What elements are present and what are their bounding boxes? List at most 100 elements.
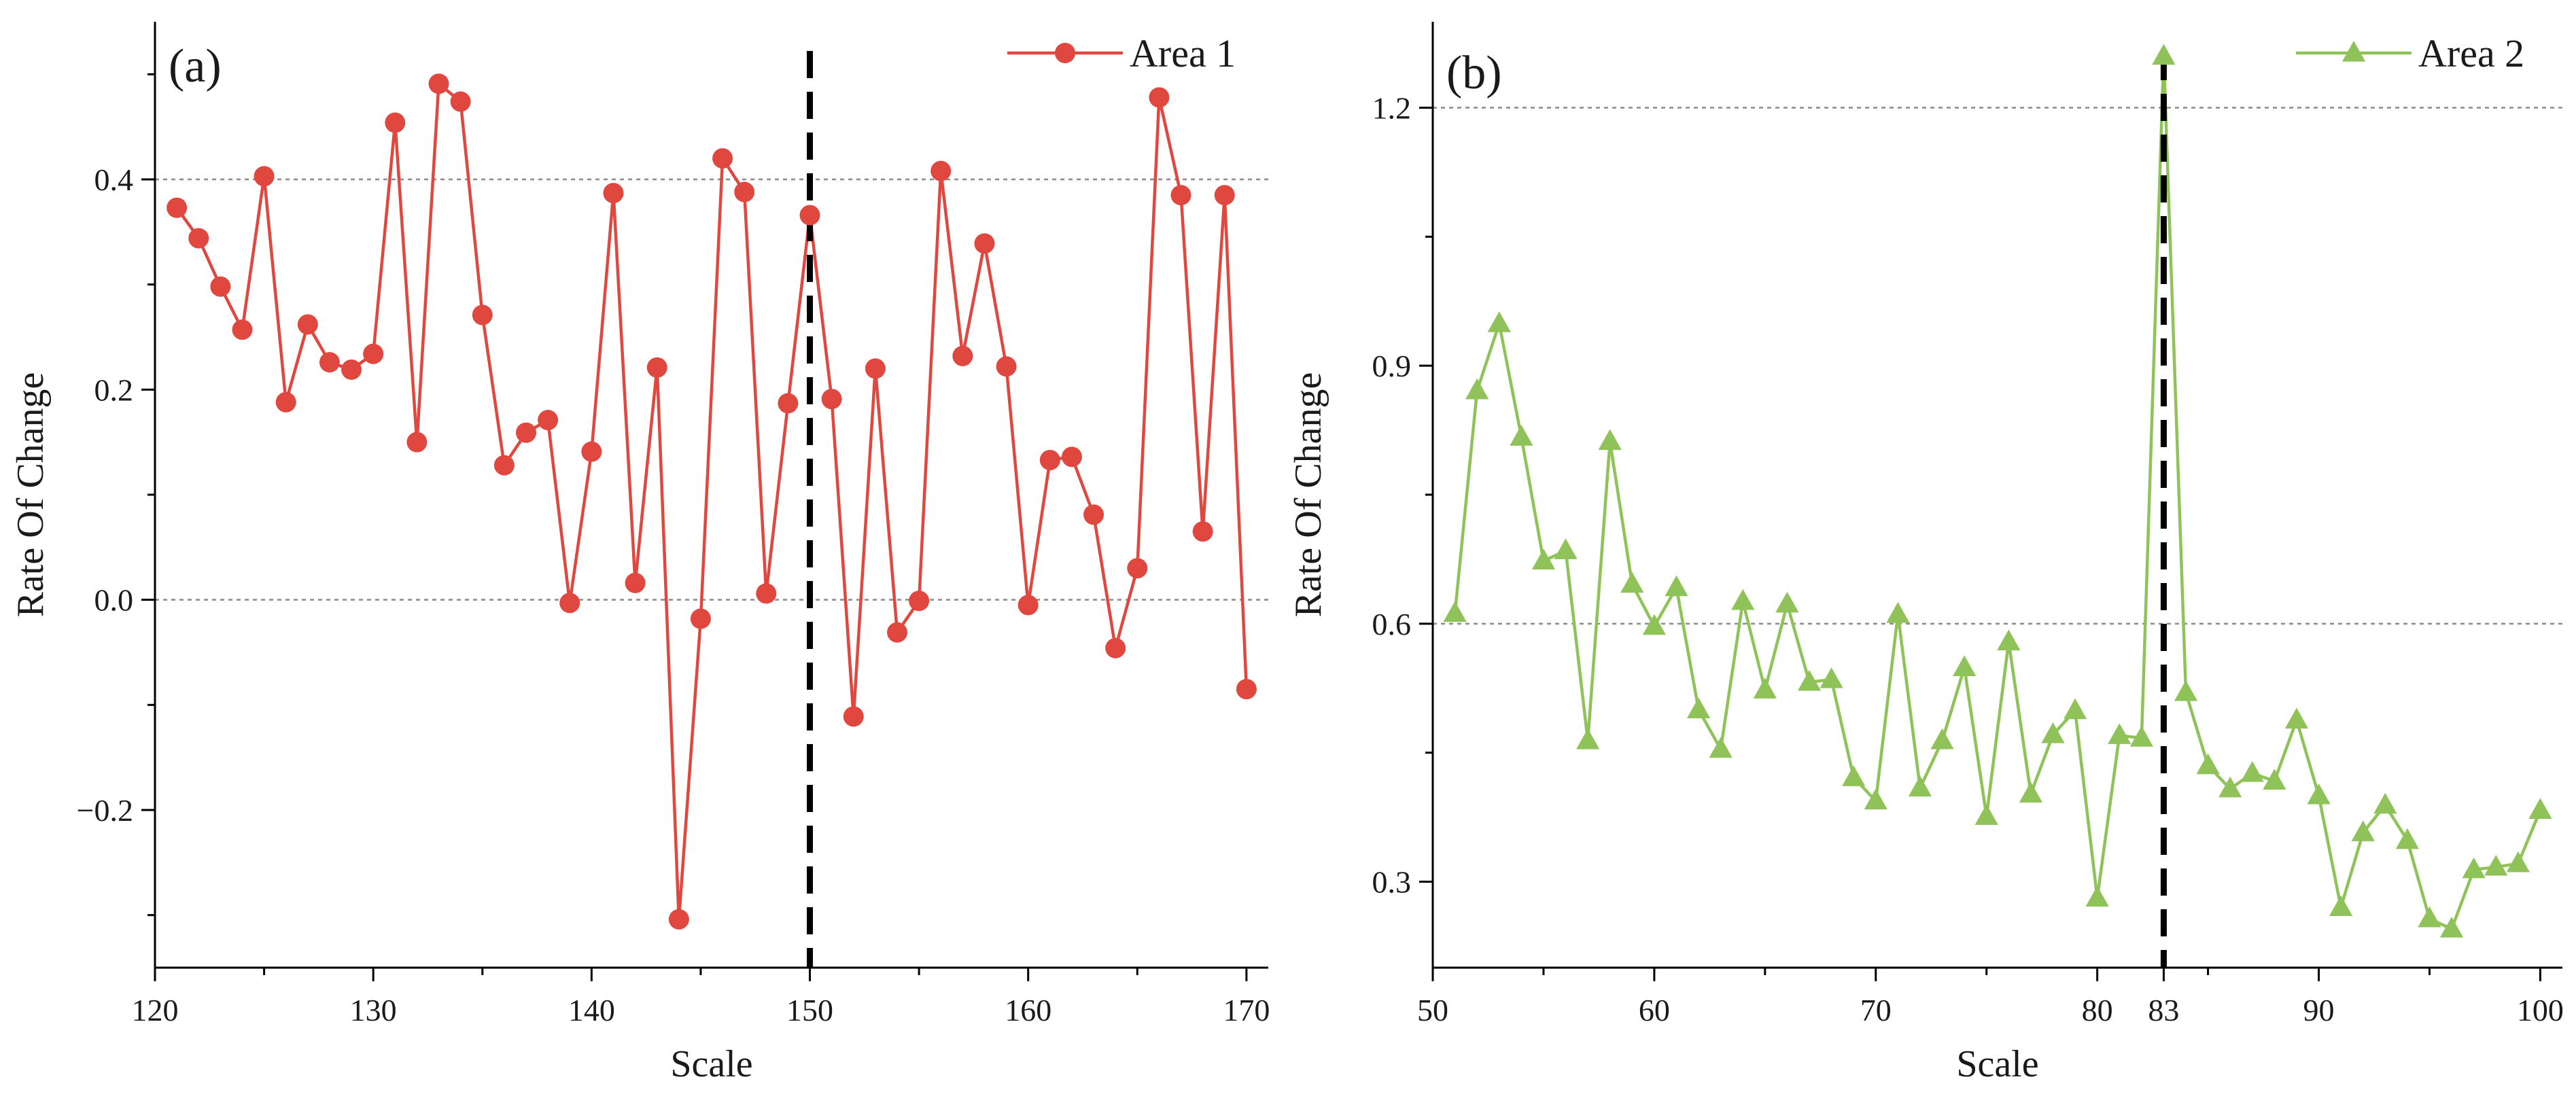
data-point: [1842, 765, 1866, 786]
x-tick-label: 83: [2148, 993, 2179, 1027]
data-point: [1620, 571, 1644, 593]
x-tick-label: 80: [2082, 993, 2113, 1027]
x-tick-label: 150: [786, 993, 833, 1027]
data-point: [2174, 680, 2198, 701]
legend-marker: [1055, 43, 1075, 63]
data-point: [1665, 575, 1688, 597]
series-line: [175, 82, 1249, 921]
data-point: [254, 166, 275, 187]
data-point: [843, 706, 864, 727]
x-tick-label: 100: [2517, 993, 2564, 1027]
legend-label: Area 2: [2418, 31, 2524, 75]
data-point: [167, 197, 188, 218]
y-tick-label: 0.4: [94, 162, 134, 197]
data-point: [821, 389, 842, 410]
data-point: [2329, 895, 2353, 917]
data-point: [1236, 679, 1257, 700]
data-point: [1974, 804, 1998, 825]
data-point: [1686, 697, 1711, 718]
data-point: [778, 393, 799, 414]
data-point: [2218, 776, 2242, 798]
data-point: [2240, 761, 2264, 782]
data-point: [1017, 595, 1039, 616]
data-point: [428, 73, 449, 94]
data-point: [275, 391, 296, 412]
data-point: [1775, 591, 1799, 613]
x-tick-label: 120: [132, 993, 179, 1027]
data-point: [909, 591, 930, 612]
x-tick-label: 60: [1639, 993, 1670, 1027]
y-tick-label: 0.3: [1372, 864, 1412, 899]
legend-marker: [2342, 41, 2366, 62]
data-point: [210, 276, 231, 297]
y-axis-title: Rate Of Change: [1287, 372, 1329, 618]
data-point: [385, 112, 406, 133]
data-point: [538, 410, 559, 431]
data-point: [865, 358, 886, 379]
data-point: [1797, 669, 1822, 691]
data-point: [1192, 521, 1213, 542]
data-point: [712, 148, 733, 169]
data-point: [2506, 851, 2530, 873]
data-point: [690, 608, 711, 629]
data-point: [450, 91, 471, 112]
data-point: [559, 593, 580, 614]
data-point: [493, 455, 515, 476]
data-point: [734, 181, 755, 203]
legend-label: Area 1: [1130, 31, 1236, 75]
data-point: [2351, 820, 2375, 841]
data-point: [1753, 677, 1777, 699]
data-point: [1953, 655, 1977, 676]
data-point: [1908, 775, 1932, 797]
data-point: [603, 183, 624, 204]
data-point: [1443, 601, 1467, 622]
data-point: [1487, 311, 1511, 332]
data-point: [297, 314, 318, 335]
data-point: [2129, 726, 2153, 747]
data-point: [406, 432, 428, 453]
data-point: [472, 304, 493, 325]
data-point: [646, 357, 667, 378]
y-tick-label: −0.2: [77, 793, 133, 828]
data-point: [668, 909, 689, 930]
data-point: [2484, 854, 2508, 876]
chart-panel-a: −0.2 0.0 0.2 0.4 120 130 140 150 160 170 Scale Rate…: [10, 22, 1270, 1085]
data-point: [887, 622, 907, 643]
data-point: [2395, 828, 2419, 849]
data-point: [1149, 87, 1170, 108]
data-point: [188, 228, 209, 249]
data-point: [341, 359, 362, 380]
data-point: [799, 205, 820, 226]
data-point: [756, 583, 777, 604]
x-tick-label: 140: [568, 993, 615, 1027]
data-point: [581, 441, 602, 462]
data-point: [2439, 917, 2464, 938]
data-point: [2307, 783, 2331, 805]
data-point: [1083, 504, 1104, 525]
data-point: [1465, 378, 1489, 400]
y-tick-label: 0.0: [94, 583, 134, 618]
data-point: [1170, 185, 1191, 206]
data-point: [1214, 185, 1235, 206]
data-point: [1997, 629, 2021, 650]
y-axis-title: Rate Of Change: [10, 372, 52, 618]
data-point: [1820, 667, 1843, 688]
data-point: [2152, 43, 2176, 65]
data-point: [2019, 781, 2042, 803]
data-point: [1105, 637, 1126, 658]
data-point: [1642, 614, 1666, 635]
data-point: [2462, 857, 2486, 879]
series-line: [1453, 54, 2542, 931]
data-point: [2108, 723, 2131, 744]
y-tick-label: 1.2: [1372, 91, 1412, 126]
x-tick-label: 130: [350, 993, 397, 1027]
x-tick-label: 160: [1005, 993, 1051, 1027]
x-tick-label: 90: [2303, 993, 2335, 1027]
data-point: [2041, 722, 2065, 743]
data-point: [952, 345, 973, 366]
data-point: [1598, 429, 1622, 451]
data-point: [1864, 788, 1887, 810]
x-tick-label: 50: [1417, 993, 1448, 1027]
data-point: [625, 572, 646, 593]
y-tick-label: 0.6: [1372, 607, 1412, 641]
